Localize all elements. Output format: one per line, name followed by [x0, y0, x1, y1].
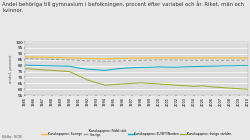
Text: Andel behöriga till gymnasium i befolkningen, procent efter variabel och år. Rik: Andel behöriga till gymnasium i befolkni… [2, 1, 244, 13]
Y-axis label: andel, procent: andel, procent [9, 54, 13, 83]
Text: Källa: SCB: Källa: SCB [2, 135, 22, 139]
Legend: Kunskapsprov: Sverige, Kunskapsprov: Född i det
Sverige, Kunskapsprov: EU/EFT/No: Kunskapsprov: Sverige, Kunskapsprov: Föd… [40, 128, 232, 139]
